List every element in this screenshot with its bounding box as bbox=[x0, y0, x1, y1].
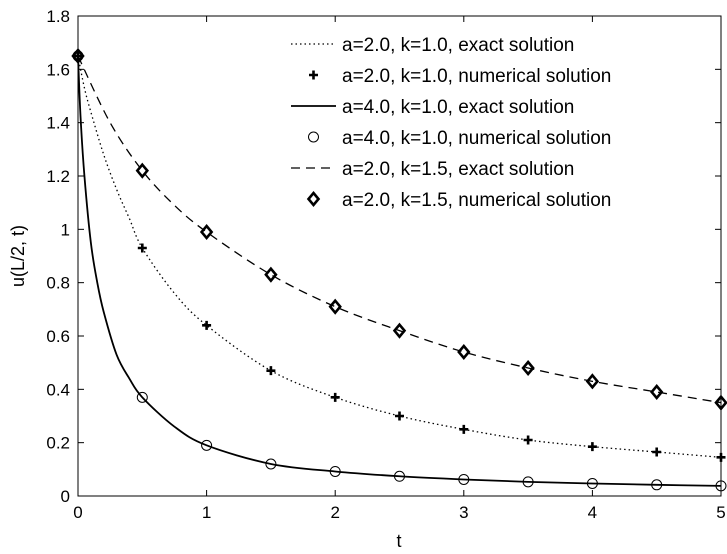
legend-item: a=2.0, k=1.0, exact solution bbox=[291, 35, 574, 56]
data-point bbox=[264, 266, 278, 283]
data-point bbox=[457, 343, 471, 361]
data-point bbox=[394, 470, 405, 482]
legend-swatch bbox=[308, 131, 319, 143]
data-point bbox=[329, 465, 341, 477]
data-point bbox=[328, 298, 342, 315]
plot-background bbox=[78, 16, 721, 496]
legend-item: a=2.0, k=1.5, exact solution bbox=[291, 159, 574, 180]
legend-item: a=2.0, k=1.5, numerical solution bbox=[306, 190, 611, 211]
legend-swatch bbox=[306, 190, 321, 208]
legend-label: a=2.0, k=1.0, exact solution bbox=[342, 35, 574, 56]
y-tick-label: 0.6 bbox=[46, 327, 70, 346]
data-point bbox=[136, 391, 148, 403]
y-tick-label: 0.8 bbox=[46, 274, 70, 293]
legend: a=2.0, k=1.0, exact solution a=2.0, k=1.0… bbox=[291, 35, 611, 211]
legend-swatch bbox=[309, 70, 318, 80]
y-axis-label: u(L/2, t) bbox=[8, 225, 28, 287]
data-point bbox=[199, 223, 214, 241]
data-point bbox=[585, 373, 600, 390]
x-tick-label: 1 bbox=[202, 503, 211, 522]
data-point bbox=[265, 458, 277, 470]
legend-item: a=2.0, k=1.0, numerical solution bbox=[309, 66, 611, 87]
data-point bbox=[521, 359, 535, 377]
data-point bbox=[587, 442, 597, 452]
legend-label: a=2.0, k=1.5, numerical solution bbox=[342, 190, 611, 211]
legend-label: a=2.0, k=1.0, numerical solution bbox=[342, 66, 611, 87]
legend-label: a=4.0, k=1.0, numerical solution bbox=[342, 128, 611, 149]
y-tick-label: 1 bbox=[61, 220, 70, 239]
x-tick-label: 4 bbox=[588, 503, 597, 522]
data-point bbox=[651, 479, 663, 491]
x-tick-label: 3 bbox=[459, 503, 468, 522]
legend-label: a=4.0, k=1.0, exact solution bbox=[342, 97, 574, 118]
data-point bbox=[650, 383, 664, 401]
series-line bbox=[77, 55, 722, 404]
data-point bbox=[201, 439, 213, 451]
data-point bbox=[395, 411, 404, 421]
x-tick-label: 5 bbox=[716, 503, 725, 522]
x-tick-label: 2 bbox=[330, 503, 339, 522]
x-axis-label: t bbox=[396, 531, 401, 551]
y-tick-label: 0.2 bbox=[46, 434, 70, 453]
data-point bbox=[586, 477, 598, 489]
data-point bbox=[137, 243, 147, 253]
data-point bbox=[266, 366, 276, 376]
y-tick-label: 1.4 bbox=[46, 114, 70, 133]
y-tick-label: 1.2 bbox=[46, 167, 70, 186]
data-point bbox=[458, 473, 470, 485]
axis-ticks: 0 1 2 3 4 5 0 0.2 0.4 0.6 0.8 1 1.2 1.4 1.6 1.8 bbox=[46, 7, 725, 522]
plot-frame bbox=[77, 15, 722, 497]
series-line bbox=[77, 55, 722, 487]
y-tick-label: 1.6 bbox=[46, 60, 70, 79]
y-tick-label: 0.4 bbox=[46, 380, 70, 399]
x-tick-label: 0 bbox=[73, 503, 82, 522]
y-tick-label: 0 bbox=[61, 487, 70, 506]
legend-label: a=2.0, k=1.5, exact solution bbox=[342, 159, 574, 180]
legend-item: a=4.0, k=1.0, numerical solution bbox=[308, 128, 611, 149]
data-point bbox=[202, 320, 212, 330]
data-point bbox=[652, 447, 662, 457]
data-point bbox=[522, 476, 534, 488]
series-line bbox=[77, 55, 722, 458]
data-point bbox=[523, 435, 533, 445]
data-point bbox=[330, 392, 340, 402]
legend-item: a=4.0, k=1.0, exact solution bbox=[291, 97, 574, 118]
data-point bbox=[392, 322, 407, 339]
data-point bbox=[135, 162, 149, 179]
y-tick-label: 1.8 bbox=[46, 7, 70, 26]
data-point bbox=[459, 424, 469, 434]
